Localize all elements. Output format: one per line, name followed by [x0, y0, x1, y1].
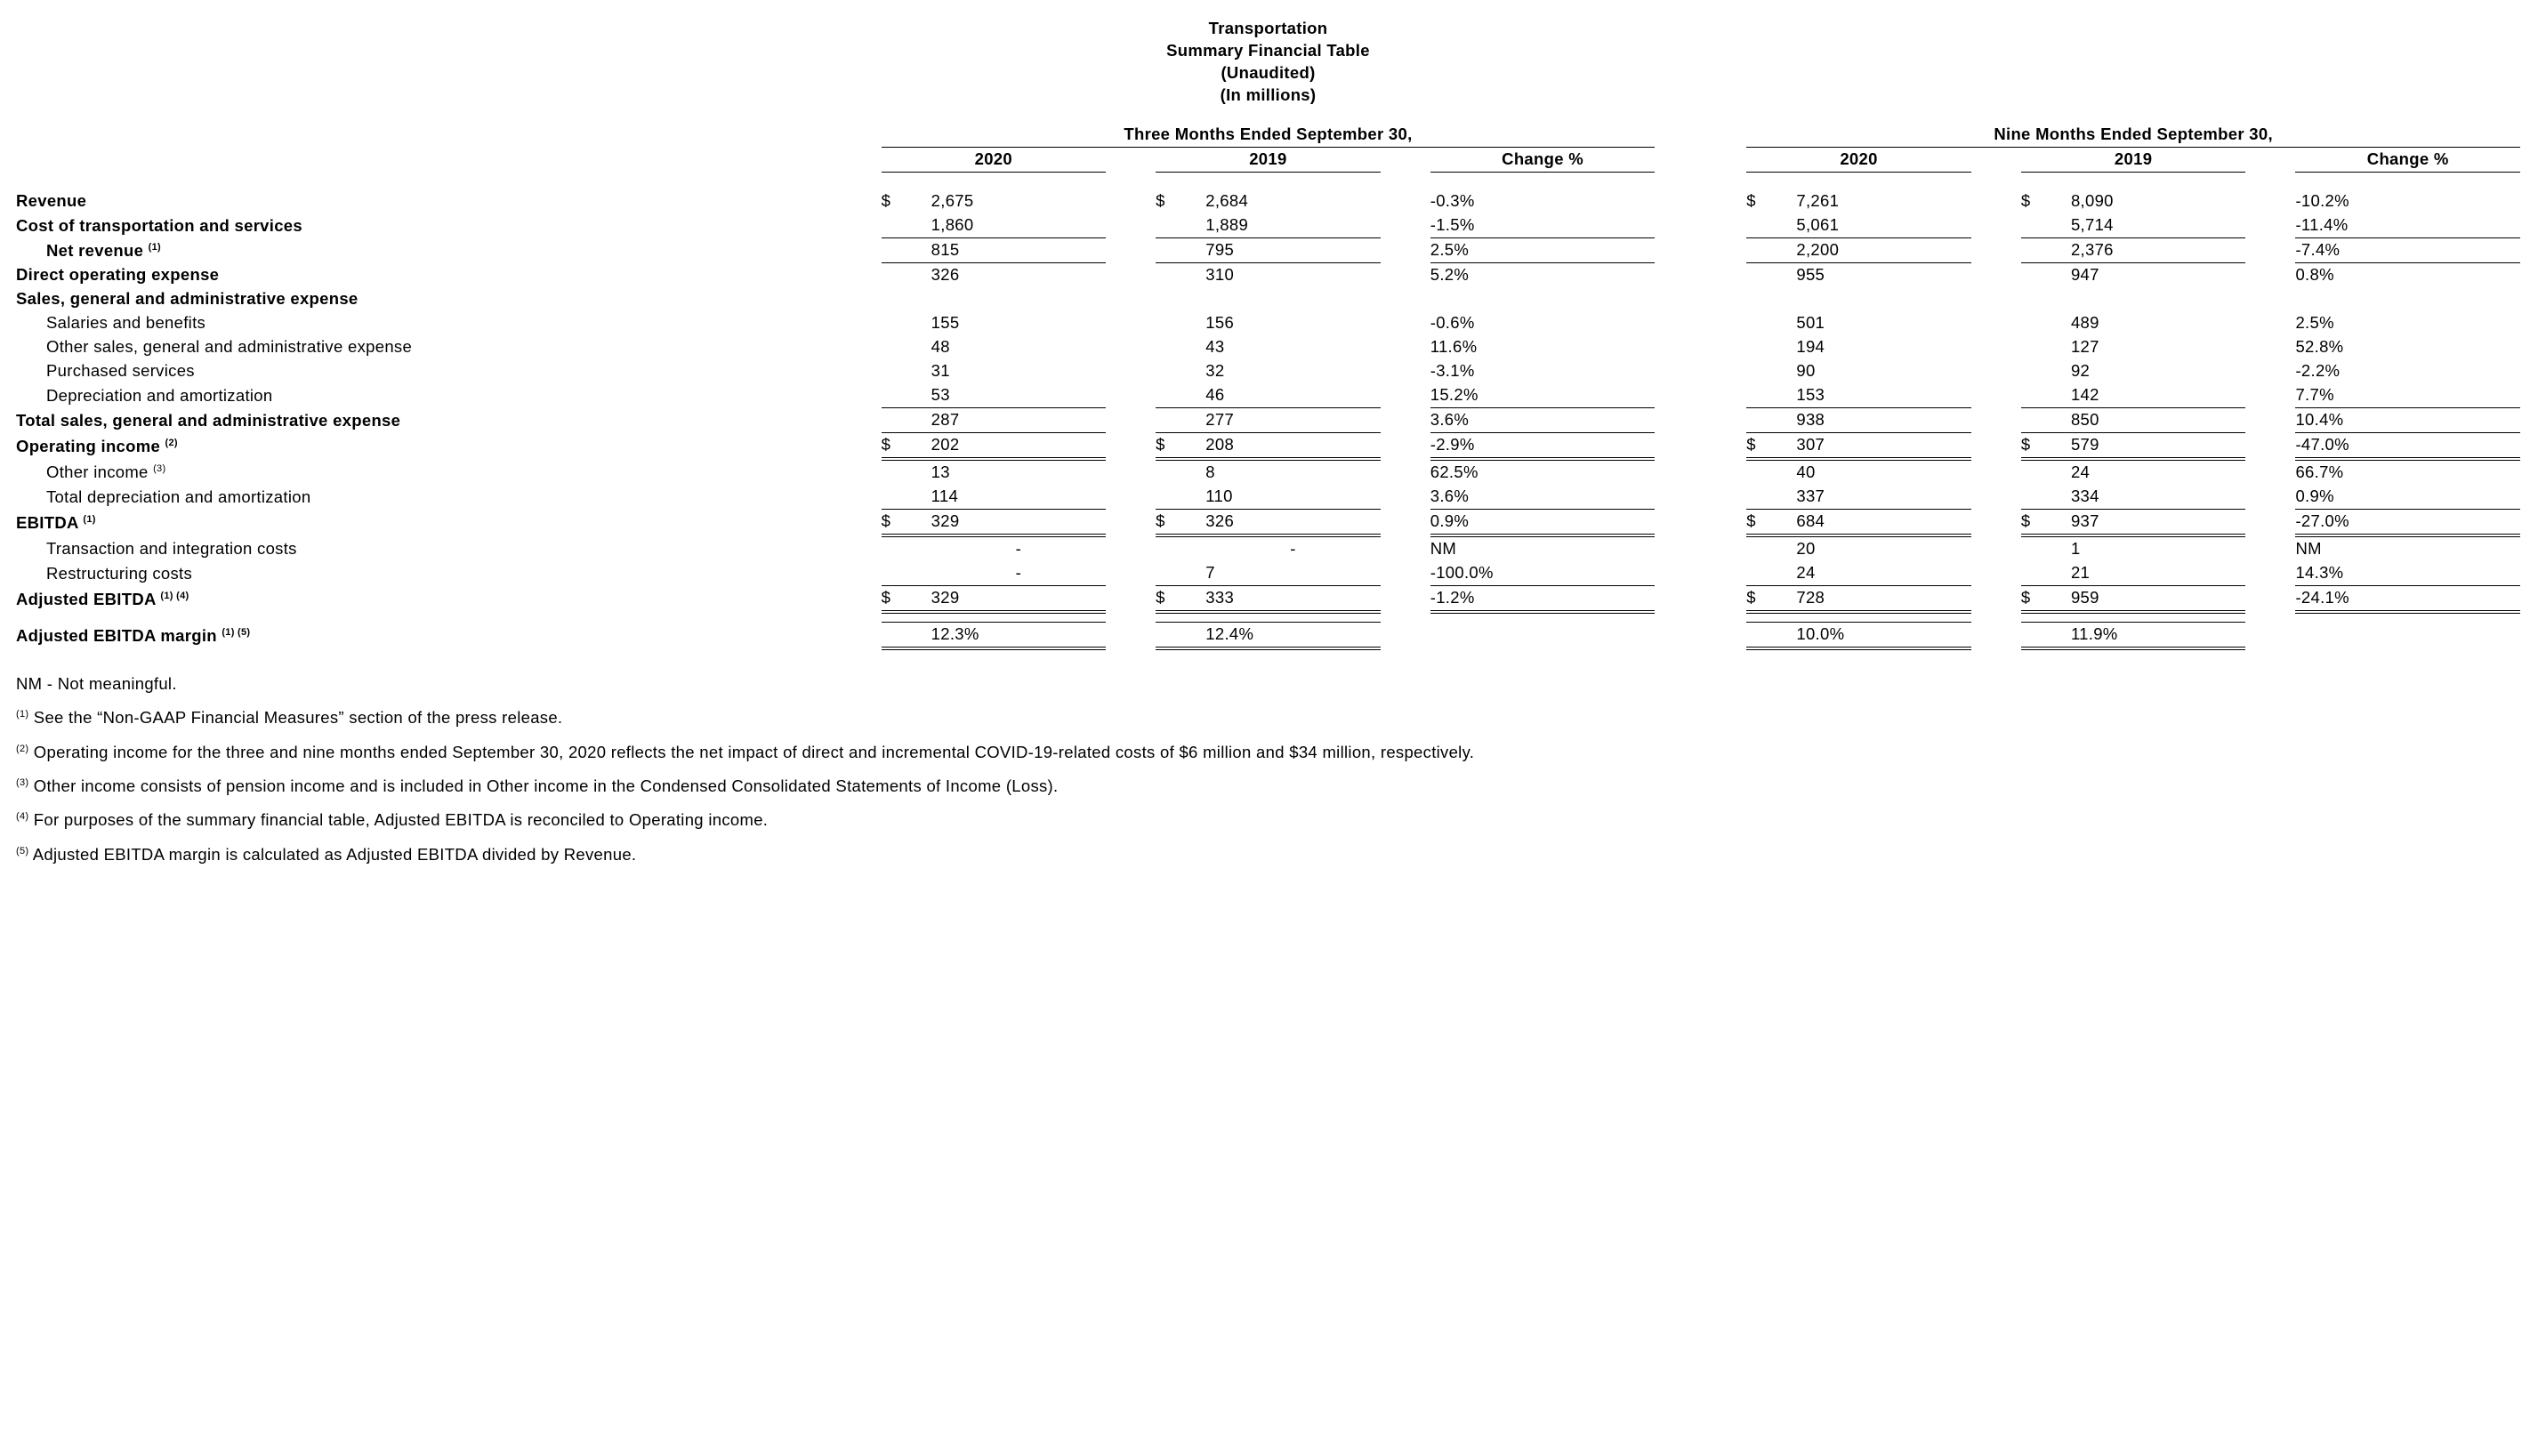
row-ebitda: EBITDA (1) $329 $326 0.9% $684 $937 -27.…	[16, 509, 2520, 535]
row-sga-head: Sales, general and administrative expens…	[16, 287, 2520, 311]
change-q: Change %	[1430, 147, 1656, 172]
table-header: Transportation Summary Financial Table (…	[16, 18, 2520, 107]
footnote-nm: NM - Not meaningful.	[16, 670, 2520, 698]
footnote-4: (4) For purposes of the summary financia…	[16, 806, 2520, 834]
year-header-row: 2020 2019 Change % 2020 2019 Change %	[16, 147, 2520, 172]
financial-table: Three Months Ended September 30, Nine Mo…	[16, 123, 2520, 650]
row-other-sga: Other sales, general and administrative …	[16, 335, 2520, 359]
row-purchased: Purchased services 31 32 -3.1% 90 92 -2.…	[16, 359, 2520, 383]
year-q2: 2019	[1156, 147, 1380, 172]
header-line-3: (Unaudited)	[16, 62, 2520, 84]
header-line-4: (In millions)	[16, 84, 2520, 107]
year-n2: 2019	[2021, 147, 2245, 172]
footnote-3: (3) Other income consists of pension inc…	[16, 772, 2520, 800]
footnotes: NM - Not meaningful. (1) See the “Non-GA…	[16, 670, 2520, 869]
row-net-revenue: Net revenue (1) 815 795 2.5% 2,200 2,376…	[16, 237, 2520, 262]
period-1-header: Three Months Ended September 30,	[882, 123, 1656, 148]
period-2-header: Nine Months Ended September 30,	[1746, 123, 2520, 148]
row-dep-amort: Depreciation and amortization 53 46 15.2…	[16, 383, 2520, 408]
change-n: Change %	[2295, 147, 2520, 172]
row-adj-ebitda: Adjusted EBITDA (1) (4) $329 $333 -1.2% …	[16, 585, 2520, 612]
footnote-1: (1) See the “Non-GAAP Financial Measures…	[16, 704, 2520, 732]
row-restructuring: Restructuring costs - 7 -100.0% 24 21 14…	[16, 561, 2520, 586]
footnote-2: (2) Operating income for the three and n…	[16, 738, 2520, 767]
footnote-5: (5) Adjusted EBITDA margin is calculated…	[16, 841, 2520, 869]
period-header-row: Three Months Ended September 30, Nine Mo…	[16, 123, 2520, 148]
year-q1: 2020	[882, 147, 1106, 172]
row-salaries: Salaries and benefits 155 156 -0.6% 501 …	[16, 311, 2520, 335]
row-other-income: Other income (3) 13 8 62.5% 40 24 66.7%	[16, 459, 2520, 485]
year-n1: 2020	[1746, 147, 1970, 172]
row-revenue: Revenue $2,675 $2,684 -0.3% $7,261 $8,09…	[16, 189, 2520, 213]
row-cost: Cost of transportation and services 1,86…	[16, 213, 2520, 238]
row-direct-op: Direct operating expense 326 310 5.2% 95…	[16, 262, 2520, 287]
row-transaction: Transaction and integration costs - - NM…	[16, 535, 2520, 561]
row-adj-margin: Adjusted EBITDA margin (1) (5) 12.3% 12.…	[16, 622, 2520, 648]
row-total-dep: Total depreciation and amortization 114 …	[16, 485, 2520, 510]
label-revenue: Revenue	[16, 189, 882, 213]
row-total-sga: Total sales, general and administrative …	[16, 407, 2520, 432]
header-line-2: Summary Financial Table	[16, 40, 2520, 62]
row-op-income: Operating income (2) $202 $208 -2.9% $30…	[16, 432, 2520, 459]
header-line-1: Transportation	[16, 18, 2520, 40]
currency-symbol: $	[882, 189, 931, 213]
